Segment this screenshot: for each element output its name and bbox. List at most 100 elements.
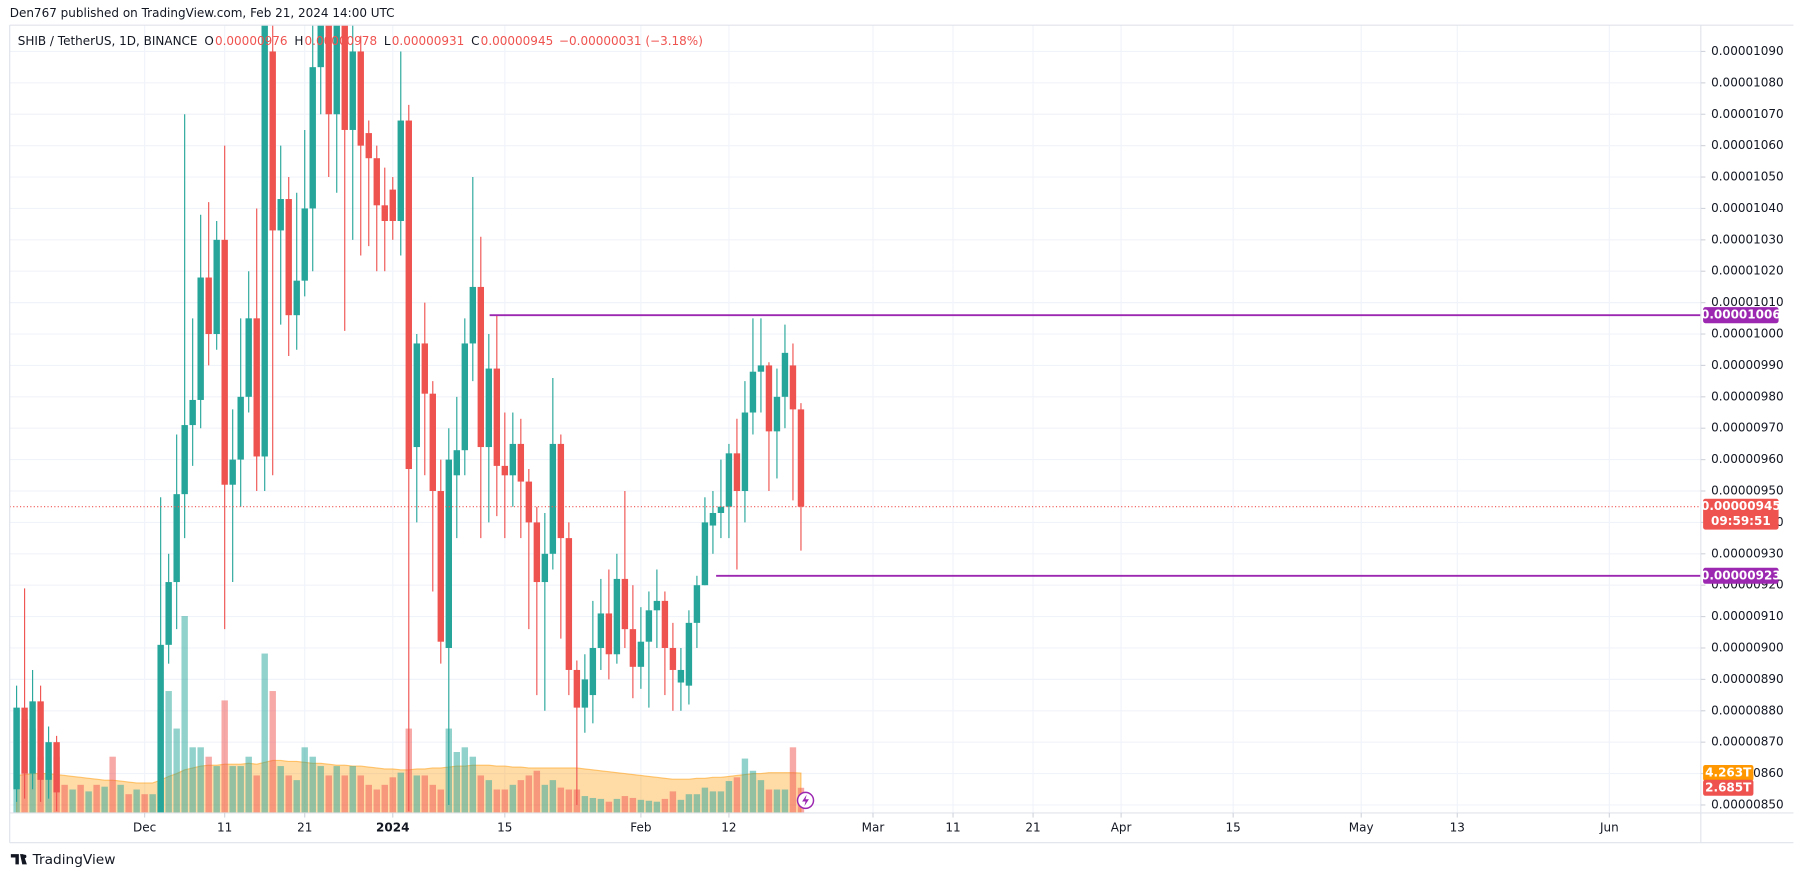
y-tick-label: 0.00000960 <box>1711 452 1784 466</box>
candle-body <box>317 25 324 68</box>
x-tick-label: 12 <box>721 820 736 834</box>
candle-body <box>789 365 797 410</box>
candle-body <box>517 443 525 482</box>
candle-body <box>285 199 292 316</box>
legend-change: −0.00000031 (−3.18%) <box>559 34 703 48</box>
volume-bar <box>69 789 76 813</box>
volume-bar <box>549 780 557 813</box>
volume-bar <box>677 799 685 813</box>
volume-badge-bg <box>1703 779 1754 796</box>
candle-body <box>525 481 533 523</box>
candle-body <box>557 443 565 539</box>
volume-bar <box>77 784 84 813</box>
candle-body <box>29 701 36 774</box>
candle-body <box>477 286 485 448</box>
candle-body <box>445 459 452 648</box>
volume-bar <box>373 789 380 813</box>
candle-body <box>469 286 477 344</box>
volume-bar <box>245 756 252 813</box>
candle-body <box>397 120 404 222</box>
candle-body <box>261 25 268 457</box>
volume-ma-badge-text: 4.263T <box>1705 765 1752 779</box>
x-tick-label: 15 <box>1226 820 1241 834</box>
candle-body <box>197 277 204 400</box>
volume-bar <box>181 616 188 813</box>
volume-bar <box>533 770 541 813</box>
volume-bar <box>285 775 292 813</box>
candle-body <box>21 707 28 774</box>
y-tick-label: 0.00000980 <box>1711 389 1784 403</box>
y-tick-label: 0.00001040 <box>1711 201 1784 215</box>
volume-bar <box>293 780 300 813</box>
y-tick-label: 0.00000990 <box>1711 358 1784 372</box>
volume-bar <box>461 747 469 813</box>
volume-bar <box>165 691 172 813</box>
x-tick-label: Jun <box>1599 820 1619 834</box>
candle-body <box>277 199 284 231</box>
volume-ma-badge-bg <box>1703 764 1754 781</box>
volume-bar <box>717 791 725 813</box>
volume-bar <box>741 758 749 813</box>
candle-body <box>253 318 260 457</box>
y-tick-label: 0.00001090 <box>1711 44 1784 58</box>
legend: SHIB / TetherUS, 1D, BINANCE O0.00000976 H… <box>18 34 703 48</box>
candle-body <box>301 208 308 281</box>
volume-bar <box>493 789 501 813</box>
x-tick-label: Dec <box>133 820 156 834</box>
candle-body <box>573 669 581 708</box>
y-tick-label: 0.00000890 <box>1711 672 1784 686</box>
volume-bar <box>141 794 148 813</box>
volume-bar <box>437 789 444 813</box>
candle-body <box>165 582 172 645</box>
volume-bar <box>117 784 124 813</box>
candle-body <box>373 158 380 206</box>
candle-body <box>413 343 420 448</box>
x-tick-label: 13 <box>1450 820 1465 834</box>
candle-body <box>325 25 332 115</box>
candle-body <box>725 453 733 507</box>
candle-body <box>765 365 773 432</box>
candle-body <box>797 409 805 507</box>
x-tick-label: Feb <box>630 820 651 834</box>
axes: 0.000008500.000008600.000008700.00000880… <box>133 44 1784 834</box>
legend-key: C <box>471 34 479 48</box>
candle-body <box>381 205 388 222</box>
volume-bar <box>101 786 108 813</box>
y-tick-label: 0.00000870 <box>1711 735 1784 749</box>
candle-body <box>53 742 60 793</box>
volume-bar <box>621 796 629 813</box>
candle-body <box>421 343 428 394</box>
candle-body <box>533 522 541 583</box>
volume-badge-text: 2.685T <box>1705 780 1752 794</box>
volume-bar <box>453 752 461 813</box>
volume-bar <box>317 766 324 813</box>
candle-body <box>509 443 517 476</box>
candle-body <box>549 443 557 554</box>
candle-body <box>709 512 717 526</box>
level-badge-bg <box>1703 307 1779 324</box>
candle-body <box>669 647 677 670</box>
candle-body <box>181 425 188 495</box>
volume-bar <box>197 747 204 813</box>
candle-body <box>749 371 757 413</box>
volume-bar <box>701 787 709 813</box>
candle-body <box>157 644 164 813</box>
candle-body <box>189 399 196 426</box>
candle-body <box>269 51 276 231</box>
volume-bar <box>645 800 653 813</box>
candle-body <box>621 578 629 630</box>
candle-body <box>229 459 236 485</box>
volume-bar <box>637 799 645 813</box>
y-tick-label: 0.00000900 <box>1711 640 1784 654</box>
volume-bar <box>149 794 156 813</box>
volume-bar <box>381 784 388 813</box>
candle-body <box>685 622 693 686</box>
volume-bar <box>389 777 396 813</box>
last-price-badge-text: 0.00000945 <box>1701 499 1781 513</box>
volume-bar <box>61 784 68 813</box>
candle-body <box>493 368 501 466</box>
level-badge-bg <box>1703 567 1779 584</box>
candle-body <box>293 280 300 316</box>
